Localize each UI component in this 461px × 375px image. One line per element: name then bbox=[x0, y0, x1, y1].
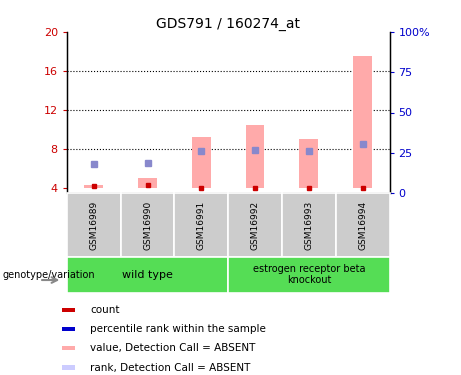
Bar bbox=[282, 193, 336, 257]
Text: value, Detection Call = ABSENT: value, Detection Call = ABSENT bbox=[90, 343, 256, 353]
Text: percentile rank within the sample: percentile rank within the sample bbox=[90, 324, 266, 334]
Text: GSM16991: GSM16991 bbox=[197, 200, 206, 250]
Text: count: count bbox=[90, 305, 120, 315]
Bar bbox=[121, 193, 174, 257]
Text: GSM16992: GSM16992 bbox=[251, 200, 260, 250]
Bar bbox=[192, 137, 211, 188]
Bar bbox=[67, 193, 121, 257]
Bar bbox=[62, 327, 76, 331]
Text: estrogen receptor beta
knockout: estrogen receptor beta knockout bbox=[253, 264, 365, 285]
Bar bbox=[84, 185, 103, 188]
Bar bbox=[62, 308, 76, 312]
Text: rank, Detection Call = ABSENT: rank, Detection Call = ABSENT bbox=[90, 363, 251, 372]
Bar bbox=[300, 140, 318, 188]
Bar bbox=[228, 193, 282, 257]
Text: GSM16993: GSM16993 bbox=[304, 200, 313, 250]
Bar bbox=[228, 257, 390, 292]
Text: GSM16990: GSM16990 bbox=[143, 200, 152, 250]
Bar bbox=[174, 193, 228, 257]
Title: GDS791 / 160274_at: GDS791 / 160274_at bbox=[156, 17, 300, 31]
Bar bbox=[336, 193, 390, 257]
Bar bbox=[67, 257, 228, 292]
Bar bbox=[138, 178, 157, 188]
Bar bbox=[246, 125, 265, 188]
Text: GSM16989: GSM16989 bbox=[89, 200, 98, 250]
Bar bbox=[62, 365, 76, 370]
Bar bbox=[62, 346, 76, 350]
Text: GSM16994: GSM16994 bbox=[358, 200, 367, 250]
Text: genotype/variation: genotype/variation bbox=[2, 270, 95, 280]
Bar bbox=[353, 56, 372, 188]
Text: wild type: wild type bbox=[122, 270, 173, 280]
